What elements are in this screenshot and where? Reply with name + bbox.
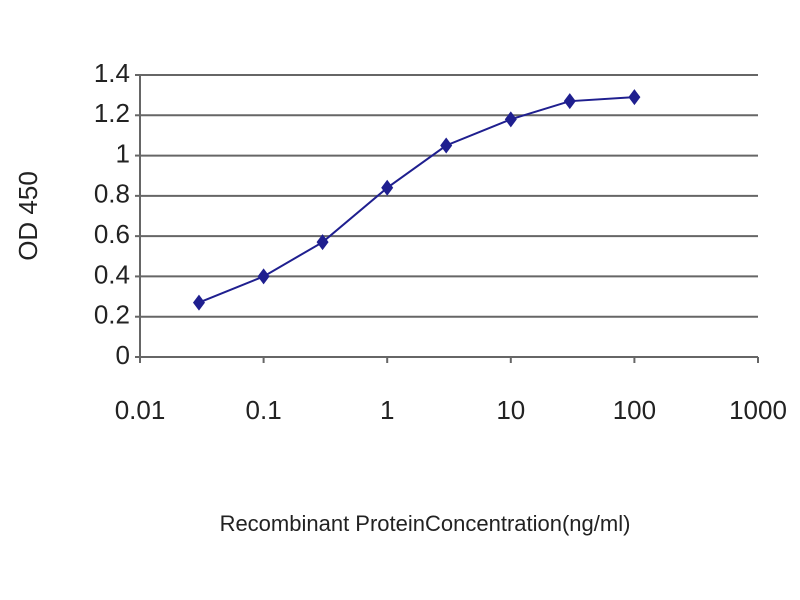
x-tick-label: 1 <box>380 395 394 425</box>
y-tick-label: 0.2 <box>94 300 130 330</box>
data-point <box>316 234 329 251</box>
y-tick-label: 0 <box>116 340 130 370</box>
x-tick-label: 0.01 <box>115 395 166 425</box>
x-axis-label: Recombinant ProteinConcentration(ng/ml) <box>220 511 631 536</box>
y-axis-label: OD 450 <box>13 171 43 261</box>
data-point <box>563 93 576 110</box>
y-tick-label: 0.4 <box>94 259 130 289</box>
x-tick-label: 100 <box>613 395 656 425</box>
y-tick-label: 1.4 <box>94 58 130 88</box>
data-point <box>257 268 270 285</box>
data-point <box>628 89 641 106</box>
x-tick-label: 10 <box>496 395 525 425</box>
x-tick-label: 1000 <box>729 395 787 425</box>
data-point <box>440 137 453 154</box>
series-line <box>198 96 635 304</box>
data-point <box>381 179 394 196</box>
y-tick-label: 0.8 <box>94 179 130 209</box>
x-tick-label: 0.1 <box>246 395 282 425</box>
data-point <box>504 111 517 128</box>
y-tick-label: 1.2 <box>94 98 130 128</box>
y-tick-label: 0.6 <box>94 219 130 249</box>
y-tick-label: 1 <box>116 138 130 168</box>
data-point <box>192 294 205 311</box>
